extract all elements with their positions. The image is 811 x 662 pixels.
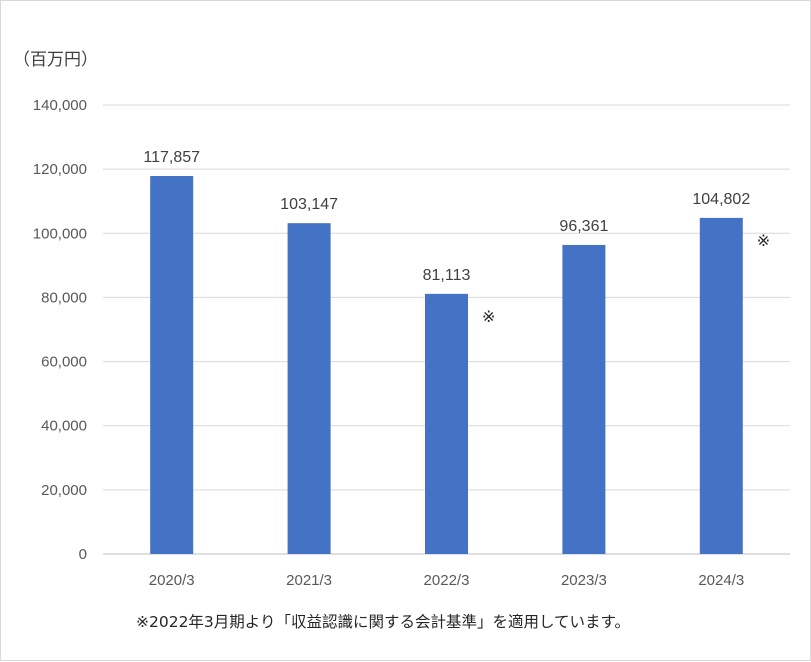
unit-label: （百万円）	[13, 50, 98, 70]
data-labels: 117,857 103,147 81,113 96,361 104,802	[143, 149, 750, 284]
y-tick-label: 80,000	[41, 289, 87, 306]
x-tick-label: 2020/3	[149, 572, 195, 589]
x-tick-label: 2023/3	[561, 572, 607, 589]
data-label: 104,802	[692, 191, 750, 208]
data-label: 117,857	[143, 149, 200, 166]
bar	[150, 176, 194, 555]
footnote-marker: ※	[757, 231, 770, 250]
x-axis-tick-labels: 2020/3 2021/3 2022/3 2023/3 2024/3	[149, 572, 744, 589]
x-tick-label: 2021/3	[286, 572, 332, 589]
x-tick-label: 2022/3	[424, 572, 470, 589]
y-tick-label: 120,000	[33, 161, 87, 178]
y-tick-label: 0	[79, 546, 87, 563]
bar	[562, 244, 606, 554]
data-label: 81,113	[423, 267, 471, 284]
y-axis-tick-labels: 0 20,000 40,000 60,000 80,000 100,000 120,000 1…	[33, 97, 87, 563]
y-tick-label: 100,000	[33, 225, 87, 242]
footnote-markers: ※※	[482, 231, 770, 326]
y-tick-label: 20,000	[41, 482, 87, 499]
bar	[287, 223, 331, 554]
y-tick-label: 40,000	[41, 418, 87, 435]
bar	[425, 293, 468, 554]
footnote-marker: ※	[482, 307, 495, 326]
y-tick-label: 140,000	[33, 97, 87, 114]
footnote: ※2022年3月期より「収益認識に関する会計基準」を適用しています。	[136, 613, 630, 631]
bars	[150, 176, 743, 555]
data-label: 96,361	[559, 218, 608, 235]
data-label: 103,147	[280, 196, 338, 213]
bar	[699, 217, 743, 554]
x-tick-label: 2024/3	[698, 572, 744, 589]
y-tick-label: 60,000	[41, 354, 87, 371]
